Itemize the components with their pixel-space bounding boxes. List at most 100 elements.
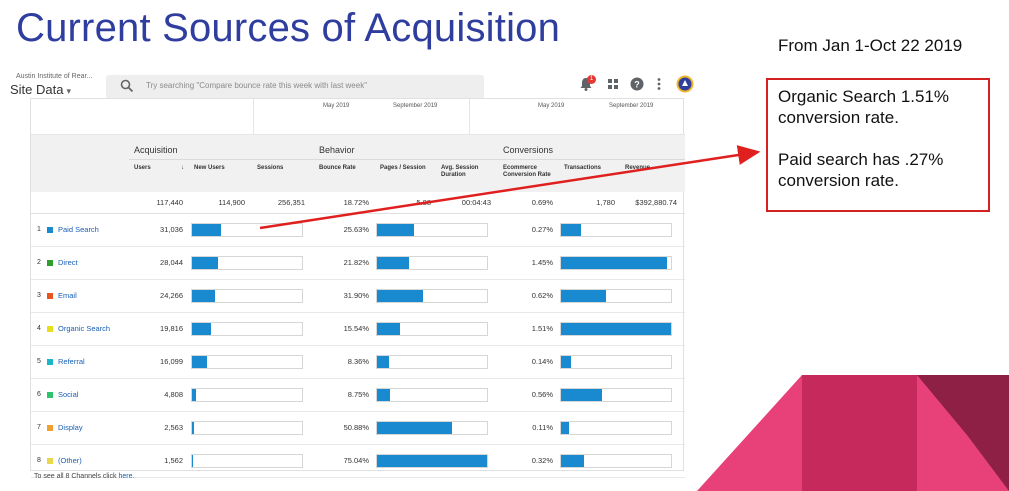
users-bar-fill bbox=[192, 323, 211, 335]
conversion-value: 1.45% bbox=[531, 258, 553, 267]
channel-link[interactable]: Display bbox=[58, 423, 83, 432]
see-all-link[interactable]: here. bbox=[118, 473, 135, 480]
search-icon bbox=[120, 79, 134, 93]
search-placeholder: Try searching "Compare bounce rate this … bbox=[146, 81, 368, 90]
total-new-users: 114,900 bbox=[218, 198, 245, 207]
bounce-bar-fill bbox=[377, 422, 452, 434]
more-vert-icon[interactable] bbox=[651, 76, 667, 92]
bounce-bar-fill bbox=[377, 389, 391, 401]
footnote: To see all 8 Channels click here. bbox=[34, 473, 134, 480]
row-number: 2 bbox=[37, 259, 41, 266]
account-name[interactable]: Austin Institute of Rear... bbox=[16, 73, 93, 80]
total-sessions: 256,351 bbox=[277, 198, 305, 207]
col-avg-duration[interactable]: Avg. Session Duration bbox=[441, 165, 479, 178]
conversion-value: 0.32% bbox=[531, 456, 553, 465]
table-row[interactable]: 4 Organic Search 19,816 15.54% 1.51% bbox=[31, 313, 685, 346]
users-bar bbox=[191, 388, 303, 402]
col-new-users[interactable]: New Users bbox=[194, 165, 225, 171]
conversion-value: 0.27% bbox=[531, 225, 553, 234]
bounce-bar bbox=[376, 223, 488, 237]
bounce-value: 25.63% bbox=[343, 225, 369, 234]
total-users: 117,440 bbox=[156, 198, 183, 207]
footnote-text: To see all 8 Channels click bbox=[34, 473, 117, 480]
compare-label: September 2019 bbox=[393, 103, 438, 109]
channel-link[interactable]: Paid Search bbox=[58, 225, 99, 234]
table-header: Acquisition Behavior Conversions Users ↓… bbox=[31, 135, 685, 192]
channel-link[interactable]: (Other) bbox=[58, 456, 82, 465]
users-value: 28,044 bbox=[160, 258, 183, 267]
table-row[interactable]: 5 Referral 16,099 8.36% 0.14% bbox=[31, 346, 685, 379]
users-bar-fill bbox=[192, 455, 194, 467]
bounce-bar-fill bbox=[377, 224, 415, 236]
bounce-bar bbox=[376, 256, 488, 270]
conversion-bar bbox=[560, 454, 672, 468]
col-sessions[interactable]: Sessions bbox=[257, 165, 284, 171]
bounce-bar bbox=[376, 421, 488, 435]
table-row[interactable]: 6 Social 4,808 8.75% 0.56% bbox=[31, 379, 685, 412]
callout-paid: Paid search has .27% conversion rate. bbox=[778, 150, 944, 190]
users-bar bbox=[191, 223, 303, 237]
row-number: 6 bbox=[37, 391, 41, 398]
callout-box: Organic Search 1.51% conversion rate. Pa… bbox=[766, 78, 990, 212]
svg-text:?: ? bbox=[634, 80, 640, 90]
channel-link[interactable]: Email bbox=[58, 291, 77, 300]
bounce-value: 50.88% bbox=[343, 423, 369, 432]
conversion-bar-fill bbox=[561, 323, 671, 335]
apps-grid-icon[interactable] bbox=[605, 76, 621, 92]
total-pages-session: 5.88 bbox=[416, 198, 431, 207]
users-value: 2,563 bbox=[164, 423, 183, 432]
bounce-bar bbox=[376, 322, 488, 336]
col-revenue[interactable]: Revenue bbox=[625, 165, 651, 171]
channel-link[interactable]: Organic Search bbox=[58, 324, 111, 333]
channel-link[interactable]: Social bbox=[58, 390, 79, 399]
table-row[interactable]: 7 Display 2,563 50.88% 0.11% bbox=[31, 412, 685, 445]
conversion-bar bbox=[560, 256, 672, 270]
channel-link[interactable]: Direct bbox=[58, 258, 78, 267]
total-ecom-rate: 0.69% bbox=[531, 198, 553, 207]
row-number: 7 bbox=[37, 424, 41, 431]
sort-down-icon[interactable]: ↓ bbox=[181, 165, 184, 171]
bounce-bar-fill bbox=[377, 455, 487, 467]
bounce-value: 8.36% bbox=[347, 357, 369, 366]
col-users[interactable]: Users bbox=[134, 165, 151, 171]
conversion-bar-fill bbox=[561, 257, 667, 269]
col-ecom-rate[interactable]: Ecommerce Conversion Rate bbox=[503, 165, 551, 178]
help-icon[interactable]: ? bbox=[629, 76, 645, 92]
group-acquisition: Acquisition bbox=[134, 145, 178, 155]
compare-label: September 2019 bbox=[609, 103, 654, 109]
bounce-value: 21.82% bbox=[343, 258, 369, 267]
notification-badge: 1 bbox=[587, 75, 596, 84]
channel-link[interactable]: Referral bbox=[58, 357, 85, 366]
col-pages-session[interactable]: Pages / Session bbox=[380, 165, 426, 171]
row-number: 1 bbox=[37, 226, 41, 233]
channel-color-swatch bbox=[47, 260, 53, 266]
table-row[interactable]: 2 Direct 28,044 21.82% 1.45% bbox=[31, 247, 685, 280]
users-bar-fill bbox=[192, 389, 197, 401]
row-number: 4 bbox=[37, 325, 41, 332]
users-value: 4,808 bbox=[164, 390, 183, 399]
conversion-value: 1.51% bbox=[531, 324, 553, 333]
table-row[interactable]: 8 (Other) 1,562 75.04% 0.32% bbox=[31, 445, 685, 478]
users-bar-fill bbox=[192, 290, 216, 302]
view-selector[interactable]: Site Data ▾ bbox=[10, 82, 71, 97]
compare-label: May 2019 bbox=[538, 103, 565, 109]
table-row[interactable]: 3 Email 24,266 31.90% 0.62% bbox=[31, 280, 685, 313]
compare-label: May 2019 bbox=[323, 103, 350, 109]
group-behavior: Behavior bbox=[319, 145, 355, 155]
channel-color-swatch bbox=[47, 359, 53, 365]
users-bar-fill bbox=[192, 356, 208, 368]
users-bar-fill bbox=[192, 422, 195, 434]
users-bar bbox=[191, 256, 303, 270]
users-bar bbox=[191, 454, 303, 468]
view-name-label: Site Data bbox=[10, 82, 64, 97]
col-transactions[interactable]: Transactions bbox=[564, 165, 602, 171]
group-conversions: Conversions bbox=[503, 145, 554, 155]
search-input[interactable]: Try searching "Compare bounce rate this … bbox=[106, 75, 484, 99]
bounce-bar-fill bbox=[377, 290, 424, 302]
avatar[interactable] bbox=[676, 75, 694, 93]
conversion-bar bbox=[560, 388, 672, 402]
conversion-bar-fill bbox=[561, 455, 585, 467]
conversion-bar-fill bbox=[561, 356, 571, 368]
col-bounce-rate[interactable]: Bounce Rate bbox=[319, 165, 356, 171]
table-row[interactable]: 1 Paid Search 31,036 25.63% 0.27% bbox=[31, 214, 685, 247]
